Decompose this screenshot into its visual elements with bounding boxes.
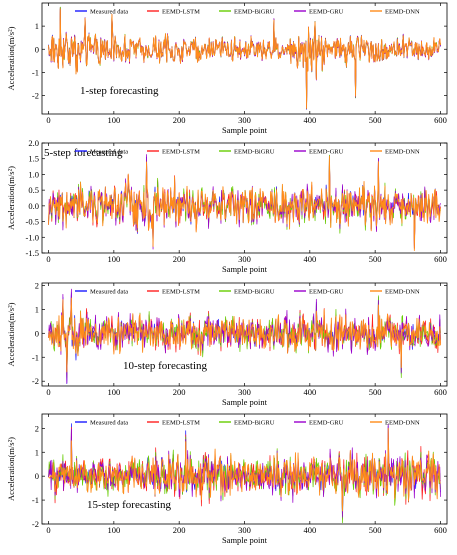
y-tick-label: 1 [35, 447, 39, 457]
x-tick-label: 400 [303, 525, 316, 535]
x-tick-label: 100 [107, 115, 120, 125]
x-axis-title: Sample point [222, 264, 268, 274]
y-tick-label: 1 [35, 21, 39, 31]
legend-label-measured: Measured data [90, 419, 128, 426]
legend-label-lstm: EEMD-LSTM [162, 288, 200, 295]
y-tick-label: -0.5 [26, 217, 39, 227]
x-axis-title: Sample point [222, 397, 268, 407]
legend-label-bigru: EEMD-BiGRU [234, 148, 275, 155]
y-tick-label: 0.5 [28, 185, 39, 195]
x-tick-label: 500 [369, 115, 382, 125]
legend-label-measured: Measured data [90, 148, 128, 155]
y-tick-label: 0.0 [28, 201, 39, 211]
y-tick-label: 1.0 [28, 169, 39, 179]
series-line-4-gru [48, 423, 441, 518]
y-tick-label: 2 [35, 280, 39, 290]
horizon-annotation: 5-step forecasting [44, 147, 123, 159]
chart-panel-1: 0 100 200 300 400 500 600 -2 -1 0 1 Sample point Acc… [6, 2, 448, 135]
y-tick-label: 2 [35, 423, 39, 433]
legend-label-measured: Measured data [90, 288, 128, 295]
horizon-annotation: 10-step forecasting [123, 360, 207, 372]
y-tick-label: -1.5 [26, 248, 39, 258]
y-tick-label: 0 [35, 471, 39, 481]
x-tick-label: 0 [46, 254, 50, 264]
series-line-4-lstm [48, 427, 441, 509]
legend-label-bigru: EEMD-BiGRU [234, 419, 275, 426]
legend-label-dnn: EEMD-DNN [385, 288, 420, 295]
x-tick-label: 300 [238, 115, 251, 125]
x-tick-label: 600 [434, 115, 447, 125]
y-tick-label: 1.5 [28, 154, 39, 164]
legend-label-gru: EEMD-GRU [309, 419, 344, 426]
chart-panel-3: 0 100 200 300 400 500 600 -2 -1 0 1 2 Sample point Ac… [6, 280, 448, 407]
legend-label-gru: EEMD-GRU [309, 8, 344, 15]
x-tick-label: 100 [107, 387, 120, 397]
legend-label-gru: EEMD-GRU [309, 148, 344, 155]
legend-label-bigru: EEMD-BiGRU [234, 288, 275, 295]
x-tick-label: 0 [46, 525, 50, 535]
legend-label-dnn: EEMD-DNN [385, 8, 420, 15]
chart-panel-4: 0 100 200 300 400 500 600 -2 -1 0 1 2 Sample point Ac… [6, 413, 448, 545]
x-tick-label: 100 [107, 525, 120, 535]
y-tick-label: -1 [32, 67, 39, 77]
y-tick-label: 2.0 [28, 138, 39, 148]
x-tick-label: 500 [369, 387, 382, 397]
x-tick-label: 400 [303, 254, 316, 264]
x-tick-label: 0 [46, 115, 50, 125]
x-tick-label: 600 [434, 525, 447, 535]
y-tick-label: 1 [35, 304, 39, 314]
horizon-annotation: 1-step forecasting [80, 85, 159, 97]
series-line-4-dnn [48, 427, 441, 512]
x-tick-label: 300 [238, 525, 251, 535]
y-axis-title: Acceleration(m/s²) [6, 26, 16, 90]
horizon-annotation: 15-step forecasting [87, 499, 171, 511]
x-tick-label: 500 [369, 254, 382, 264]
x-tick-label: 200 [173, 115, 186, 125]
x-axis-title: Sample point [222, 535, 268, 545]
y-tick-label: -1 [32, 495, 39, 505]
y-tick-label: -1 [32, 352, 39, 362]
chart-panel-2: 0 100 200 300 400 500 600 -1.5 -1.0 -0.5 0.0 0.5 1.0… [6, 138, 448, 274]
legend-label-lstm: EEMD-LSTM [162, 148, 200, 155]
x-tick-label: 500 [369, 525, 382, 535]
x-tick-label: 200 [173, 525, 186, 535]
series-line-3-dnn [48, 297, 441, 373]
legend-label-gru: EEMD-GRU [309, 288, 344, 295]
legend-label-lstm: EEMD-LSTM [162, 419, 200, 426]
series-line-2-dnn [48, 155, 441, 251]
y-axis-title: Acceleration(m/s²) [6, 166, 16, 230]
y-tick-label: -2 [32, 91, 39, 101]
x-axis-title: Sample point [222, 125, 268, 135]
legend-label-dnn: EEMD-DNN [385, 148, 420, 155]
x-tick-label: 600 [434, 387, 447, 397]
legend-label-measured: Measured data [90, 8, 128, 15]
x-tick-label: 400 [303, 387, 316, 397]
y-axis-title: Acceleration(m/s²) [6, 437, 16, 501]
x-tick-label: 300 [238, 387, 251, 397]
legend-label-dnn: EEMD-DNN [385, 419, 420, 426]
x-tick-label: 600 [434, 254, 447, 264]
y-tick-label: -1.0 [26, 232, 39, 242]
x-tick-label: 100 [107, 254, 120, 264]
x-tick-label: 200 [173, 387, 186, 397]
y-tick-label: -2 [32, 376, 39, 386]
x-tick-label: 400 [303, 115, 316, 125]
y-tick-label: 0 [35, 328, 39, 338]
x-tick-label: 300 [238, 254, 251, 264]
series-line-1-dnn [48, 8, 441, 109]
x-tick-label: 200 [173, 254, 186, 264]
legend-label-bigru: EEMD-BiGRU [234, 8, 275, 15]
x-tick-label: 0 [46, 387, 50, 397]
y-tick-label: -2 [32, 519, 39, 529]
y-tick-label: 0 [35, 44, 39, 54]
y-axis-title: Acceleration(m/s²) [6, 302, 16, 366]
legend-label-lstm: EEMD-LSTM [162, 8, 200, 15]
